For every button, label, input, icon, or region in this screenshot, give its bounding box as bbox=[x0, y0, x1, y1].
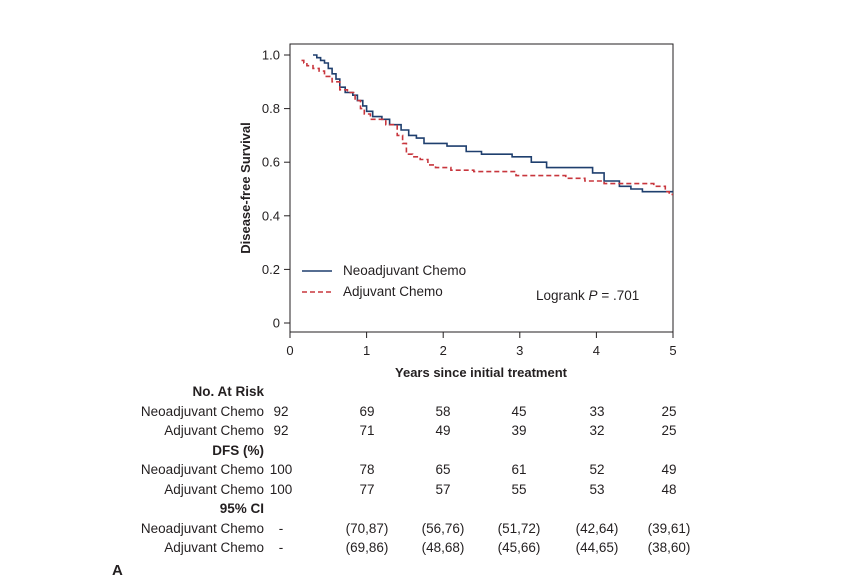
table-cell: 100 bbox=[269, 462, 293, 477]
table-cell: (48,68) bbox=[421, 540, 465, 555]
x-axis-title: Years since initial treatment bbox=[395, 365, 568, 380]
plot-frame bbox=[289, 43, 674, 333]
table-cell: 33 bbox=[589, 403, 605, 419]
legend: Neoadjuvant Chemo Adjuvant Chemo bbox=[302, 263, 466, 299]
table-cell: 48 bbox=[661, 481, 677, 497]
table-section-heading: No. At Risk bbox=[192, 384, 264, 399]
y-tick-label: 0.6 bbox=[262, 155, 280, 170]
table-cell: (45,66) bbox=[497, 540, 541, 555]
table-row-label: Adjuvant Chemo bbox=[164, 540, 264, 555]
y-axis-title: Disease-free Survival bbox=[238, 122, 253, 254]
table-cell: 45 bbox=[511, 403, 527, 419]
table-cell: 58 bbox=[435, 403, 451, 419]
y-tick-label: 0 bbox=[273, 316, 280, 331]
table-section-heading: DFS (%) bbox=[212, 442, 264, 458]
table-cell: - bbox=[278, 520, 284, 536]
logrank-suffix: = .701 bbox=[598, 288, 640, 303]
table-cell: (44,65) bbox=[575, 540, 619, 555]
table-cell: (70,87) bbox=[345, 520, 389, 536]
table-cell: 100 bbox=[269, 481, 293, 497]
logrank-annotation: Logrank P = .701 bbox=[536, 288, 639, 303]
table-section-heading: 95% CI bbox=[219, 501, 264, 516]
table-cell: 25 bbox=[661, 403, 677, 419]
y-tick-label: 1.0 bbox=[262, 48, 280, 63]
y-tick-label: 0.8 bbox=[262, 101, 280, 116]
series-line-neoadjuvant bbox=[313, 54, 673, 193]
table-cell: 77 bbox=[359, 481, 375, 497]
x-tick-label: 3 bbox=[516, 343, 523, 358]
table-cell: 61 bbox=[511, 462, 527, 477]
table-cell: 71 bbox=[359, 423, 375, 438]
x-tick-label: 2 bbox=[440, 343, 447, 358]
table-cell: 57 bbox=[435, 481, 451, 497]
panel-label: A bbox=[112, 562, 123, 579]
table-cell: 53 bbox=[589, 481, 605, 497]
table-cell: 49 bbox=[661, 462, 677, 477]
table-cell: (69,86) bbox=[345, 540, 389, 555]
table-cell: 32 bbox=[589, 423, 605, 438]
table-cell: 25 bbox=[661, 423, 677, 438]
table-cell: 92 bbox=[273, 423, 289, 438]
x-tick-label: 0 bbox=[286, 343, 293, 358]
table-cell: 39 bbox=[511, 423, 527, 438]
table-cell: 65 bbox=[435, 462, 451, 477]
table-cell: 69 bbox=[359, 403, 375, 419]
x-tick-label: 4 bbox=[593, 343, 600, 358]
y-tick-label: 0.2 bbox=[262, 262, 280, 277]
legend-label: Neoadjuvant Chemo bbox=[343, 263, 466, 278]
series-layer bbox=[301, 54, 673, 196]
table-row-label: Neoadjuvant Chemo bbox=[140, 462, 264, 477]
table-cell: 55 bbox=[511, 481, 527, 497]
table-row-label: Neoadjuvant Chemo bbox=[140, 520, 264, 536]
table-row-label: Neoadjuvant Chemo bbox=[140, 403, 264, 419]
table-cell: 52 bbox=[589, 462, 605, 477]
table-cell: (39,61) bbox=[647, 520, 691, 536]
table-cell: - bbox=[278, 540, 284, 555]
table-cell: (42,64) bbox=[575, 520, 619, 536]
table-cell: (56,76) bbox=[421, 520, 465, 536]
legend-label: Adjuvant Chemo bbox=[343, 284, 443, 299]
table-cell: (51,72) bbox=[497, 520, 541, 536]
table-cell: (38,60) bbox=[647, 540, 691, 555]
x-tick-label: 5 bbox=[669, 343, 676, 358]
y-tick-label: 0.4 bbox=[262, 208, 280, 223]
series-line-adjuvant bbox=[301, 59, 673, 196]
table-cell: 49 bbox=[435, 423, 451, 438]
table-row-label: Adjuvant Chemo bbox=[164, 481, 264, 497]
axes: 0 1 2 3 4 5 0 0.2 0.4 0.6 0.8 1.0 bbox=[262, 48, 677, 359]
survival-chart: 0 1 2 3 4 5 0 0.2 0.4 0.6 0.8 1.0 Neoadjuvant Chemo… bbox=[238, 43, 677, 380]
table-cell: 92 bbox=[273, 403, 289, 419]
x-tick-label: 1 bbox=[363, 343, 370, 358]
table-row-label: Adjuvant Chemo bbox=[164, 423, 264, 438]
logrank-prefix: Logrank bbox=[536, 288, 589, 303]
logrank-p: P bbox=[589, 288, 598, 303]
table-cell: 78 bbox=[359, 462, 375, 477]
